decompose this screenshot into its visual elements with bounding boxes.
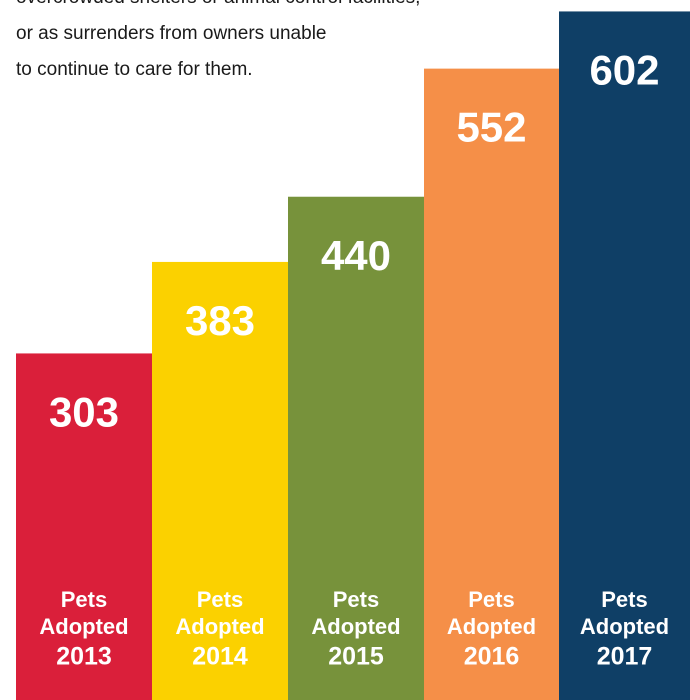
description-line: or as surrenders from owners unable <box>16 23 326 44</box>
category-label: Adopted <box>311 614 400 639</box>
value-label: 552 <box>456 104 526 151</box>
category-label: Pets <box>197 587 243 612</box>
x-tick-label: 2017 <box>597 643 653 671</box>
bar <box>424 68 559 700</box>
category-label: Adopted <box>39 614 128 639</box>
x-tick-label: 2013 <box>56 643 112 671</box>
bar <box>288 196 424 700</box>
category-label: Adopted <box>175 614 264 639</box>
bar <box>16 353 152 700</box>
value-label: 303 <box>49 389 119 436</box>
category-label: Adopted <box>580 614 669 639</box>
x-tick-label: 2015 <box>328 643 384 671</box>
bar <box>152 261 288 700</box>
bar <box>559 11 690 700</box>
x-tick-label: 2016 <box>464 643 520 671</box>
category-label: Pets <box>468 587 514 612</box>
category-label: Pets <box>333 587 379 612</box>
description-line: overcrowded shelters or animal control f… <box>16 0 420 8</box>
category-label: Adopted <box>447 614 536 639</box>
x-tick-label: 2014 <box>192 643 248 671</box>
description-line: to continue to care for them. <box>16 59 253 80</box>
category-label: Pets <box>601 587 647 612</box>
value-label: 602 <box>589 47 659 94</box>
category-label: Pets <box>61 587 107 612</box>
value-label: 383 <box>185 297 255 344</box>
value-label: 440 <box>321 232 391 279</box>
